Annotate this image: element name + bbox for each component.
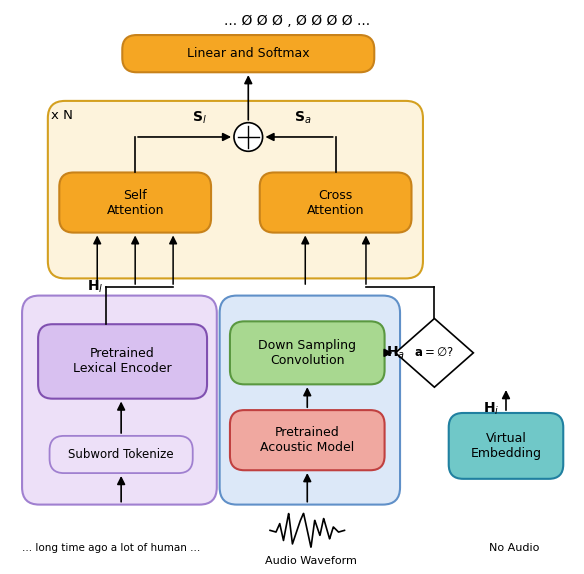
Text: Down Sampling
Convolution: Down Sampling Convolution — [258, 339, 356, 367]
Text: ... Ø Ø Ø , Ø Ø Ø Ø ...: ... Ø Ø Ø , Ø Ø Ø Ø ... — [224, 14, 370, 28]
Text: $\mathbf{H}_i$: $\mathbf{H}_i$ — [484, 400, 500, 417]
FancyBboxPatch shape — [260, 172, 412, 232]
Text: $\mathbf{S}_l$: $\mathbf{S}_l$ — [192, 110, 207, 126]
FancyBboxPatch shape — [230, 410, 385, 470]
Text: Pretrained
Lexical Encoder: Pretrained Lexical Encoder — [73, 347, 172, 375]
Text: ... long time ago a lot of human ...: ... long time ago a lot of human ... — [22, 542, 200, 553]
Text: Virtual
Embedding: Virtual Embedding — [471, 432, 541, 460]
Text: Cross
Attention: Cross Attention — [307, 188, 364, 216]
FancyBboxPatch shape — [38, 324, 207, 399]
FancyBboxPatch shape — [22, 296, 217, 505]
Circle shape — [234, 123, 263, 152]
FancyBboxPatch shape — [122, 35, 374, 72]
Text: No Audio: No Audio — [489, 542, 540, 553]
Text: $\mathbf{S}_a$: $\mathbf{S}_a$ — [294, 110, 311, 126]
FancyBboxPatch shape — [220, 296, 400, 505]
Text: $\mathbf{a} = \emptyset$?: $\mathbf{a} = \emptyset$? — [415, 346, 454, 359]
Text: Linear and Softmax: Linear and Softmax — [187, 47, 310, 60]
Text: x N: x N — [51, 108, 73, 122]
Text: Audio Waveform: Audio Waveform — [265, 556, 357, 566]
Text: $\mathbf{H}_l$: $\mathbf{H}_l$ — [87, 279, 103, 295]
Text: $\mathbf{H}_a$: $\mathbf{H}_a$ — [386, 344, 405, 361]
FancyBboxPatch shape — [449, 413, 563, 479]
Polygon shape — [395, 319, 474, 387]
Text: Pretrained
Acoustic Model: Pretrained Acoustic Model — [260, 426, 354, 454]
FancyBboxPatch shape — [50, 436, 193, 473]
FancyBboxPatch shape — [48, 101, 423, 278]
FancyBboxPatch shape — [230, 321, 385, 385]
FancyBboxPatch shape — [60, 172, 211, 232]
Text: Subword Tokenize: Subword Tokenize — [68, 448, 174, 461]
Text: Self
Attention: Self Attention — [106, 188, 164, 216]
